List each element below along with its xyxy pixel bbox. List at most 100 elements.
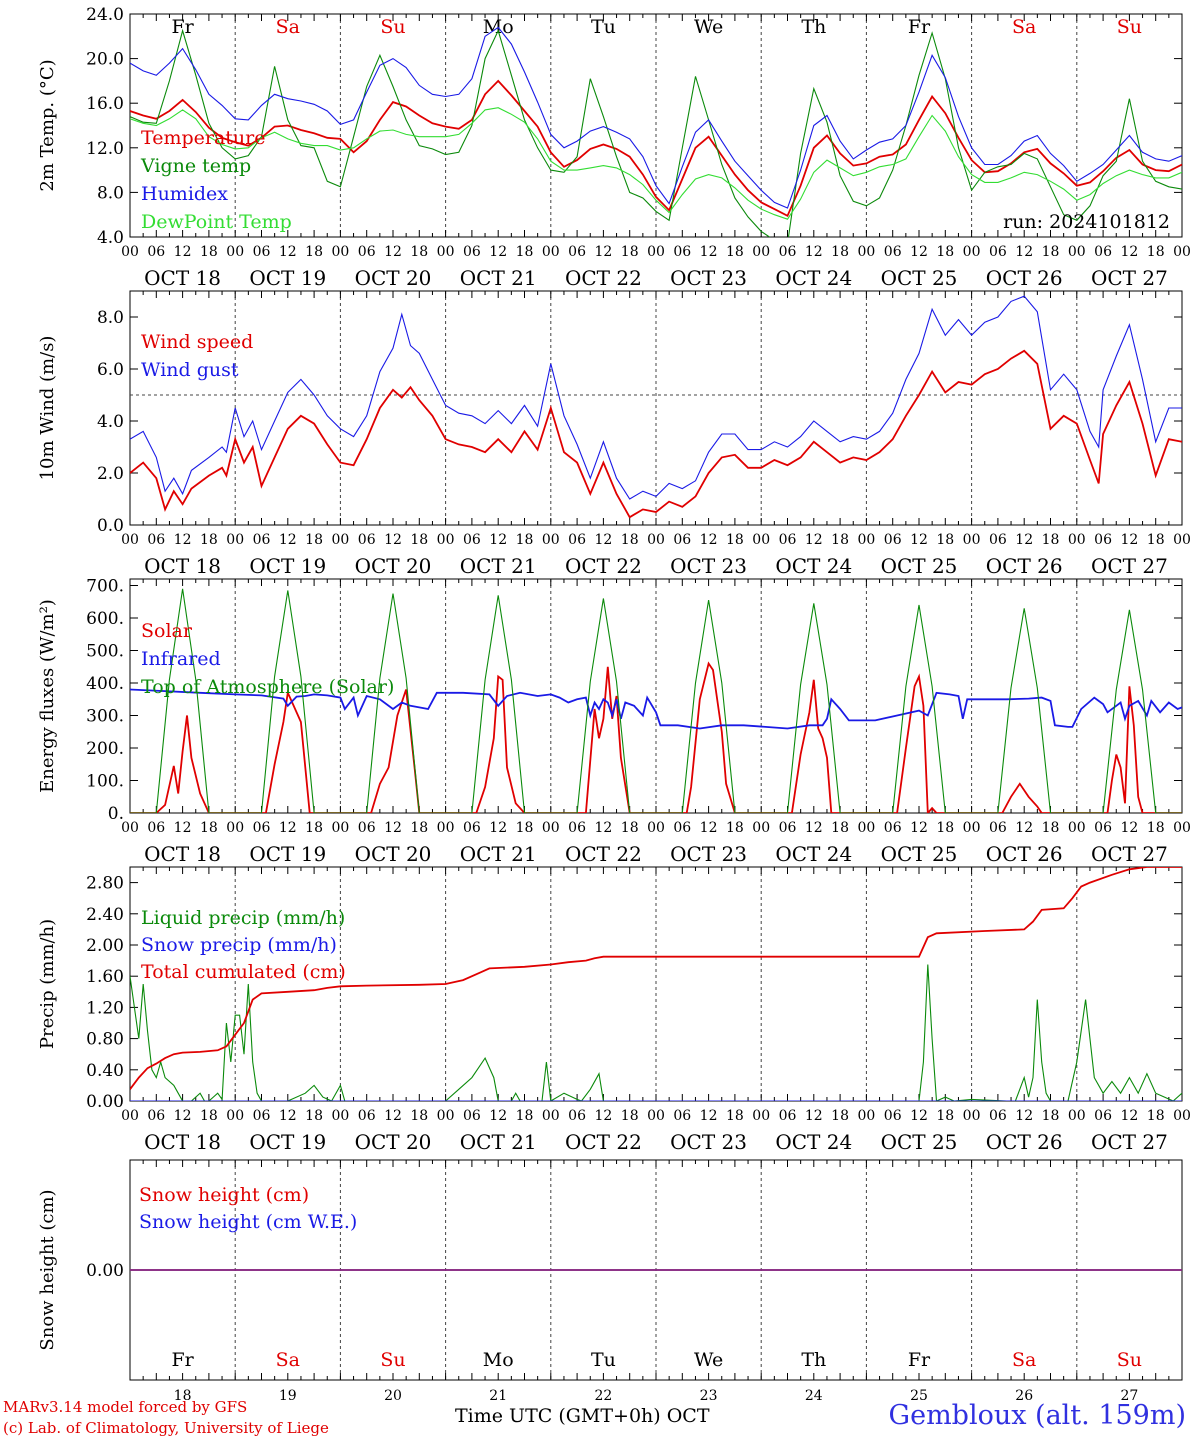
snow-day-name: Su bbox=[1117, 1349, 1142, 1371]
wind-hour-label: 18 bbox=[936, 532, 954, 548]
temperature-hour-label: 18 bbox=[621, 244, 639, 260]
precip-ytick-label: 2.00 bbox=[86, 936, 124, 956]
precip-hour-label: 06 bbox=[147, 1108, 165, 1124]
temperature-hour-label: 18 bbox=[200, 244, 218, 260]
energy-series-infrared bbox=[130, 688, 1182, 730]
temperature-legend-entry: DewPoint Temp bbox=[141, 211, 292, 233]
temperature-hour-label: 00 bbox=[437, 244, 455, 260]
wind-hour-label: 06 bbox=[253, 532, 271, 548]
temperature-hour-label: 18 bbox=[1147, 244, 1165, 260]
temperature-hour-label: 06 bbox=[989, 244, 1007, 260]
wind-hour-label: 00 bbox=[226, 532, 244, 548]
energy-hour-label: 06 bbox=[568, 820, 586, 836]
wind-hour-label: 12 bbox=[1120, 532, 1138, 548]
wind-hour-label: 12 bbox=[805, 532, 823, 548]
wind-hour-label: 06 bbox=[884, 532, 902, 548]
temperature-hour-label: 06 bbox=[358, 244, 376, 260]
temperature-hour-label: 12 bbox=[700, 244, 718, 260]
energy-date-label: OCT 22 bbox=[565, 842, 642, 866]
temperature-hour-label: 00 bbox=[1173, 244, 1191, 260]
wind-hour-label: 06 bbox=[779, 532, 797, 548]
snow-day-number: 22 bbox=[594, 1388, 612, 1404]
temperature-hour-label: 18 bbox=[831, 244, 849, 260]
precip-hour-label: 12 bbox=[910, 1108, 928, 1124]
precip-hour-label: 12 bbox=[174, 1108, 192, 1124]
precip-hour-label: 18 bbox=[831, 1108, 849, 1124]
wind-date-label: OCT 19 bbox=[249, 554, 326, 578]
wind-hour-label: 18 bbox=[726, 532, 744, 548]
snow-day-name: We bbox=[694, 1349, 723, 1371]
snow-legend-entry: Snow height (cm) bbox=[139, 1184, 309, 1206]
wind-date-label: OCT 26 bbox=[986, 554, 1063, 578]
temperature-hour-label: 12 bbox=[384, 244, 402, 260]
temperature-hour-label: 06 bbox=[1094, 244, 1112, 260]
wind-hour-label: 00 bbox=[1173, 532, 1191, 548]
precip-hour-label: 00 bbox=[331, 1108, 349, 1124]
energy-hour-label: 00 bbox=[752, 820, 770, 836]
precip-legend-entry: Snow precip (mm/h) bbox=[141, 934, 337, 956]
snow-day-name: Sa bbox=[1012, 1349, 1036, 1371]
temperature-hour-label: 18 bbox=[726, 244, 744, 260]
wind-hour-label: 12 bbox=[594, 532, 612, 548]
energy-hour-label: 12 bbox=[1120, 820, 1138, 836]
energy-series-top-of-atmosphere-solar- bbox=[130, 588, 1182, 813]
energy-date-label: OCT 23 bbox=[670, 842, 747, 866]
temperature-date-label: OCT 19 bbox=[249, 266, 326, 290]
snow-day-number: 27 bbox=[1120, 1388, 1138, 1404]
energy-hour-label: 12 bbox=[384, 820, 402, 836]
temperature-run-annotation: run: 2024101812 bbox=[1003, 211, 1170, 233]
wind-ytick-label: 0.0 bbox=[97, 516, 124, 536]
precip-hour-label: 18 bbox=[936, 1108, 954, 1124]
energy-hour-label: 00 bbox=[1173, 820, 1191, 836]
precip-hour-label: 12 bbox=[1120, 1108, 1138, 1124]
wind-ytick-label: 8.0 bbox=[97, 308, 124, 328]
wind-date-label: OCT 23 bbox=[670, 554, 747, 578]
temperature-hour-label: 12 bbox=[1120, 244, 1138, 260]
wind-series-wind-gust bbox=[130, 295, 1182, 500]
energy-ytick-label: 500. bbox=[86, 642, 124, 662]
precip-date-label: OCT 23 bbox=[670, 1130, 747, 1154]
wind-hour-label: 00 bbox=[752, 532, 770, 548]
energy-hour-label: 00 bbox=[857, 820, 875, 836]
precip-hour-label: 12 bbox=[489, 1108, 507, 1124]
precip-hour-label: 06 bbox=[884, 1108, 902, 1124]
energy-hour-label: 06 bbox=[779, 820, 797, 836]
energy-hour-label: 00 bbox=[647, 820, 665, 836]
energy-hour-label: 06 bbox=[673, 820, 691, 836]
precip-hour-label: 12 bbox=[805, 1108, 823, 1124]
temperature-day-name: Sa bbox=[1012, 16, 1036, 38]
snow-day-name: Sa bbox=[276, 1349, 300, 1371]
precip-ytick-label: 1.20 bbox=[86, 998, 124, 1018]
temperature-legend-entry: Vigne temp bbox=[140, 155, 251, 177]
precip-hour-label: 18 bbox=[200, 1108, 218, 1124]
wind-hour-label: 06 bbox=[147, 532, 165, 548]
precip-hour-label: 06 bbox=[253, 1108, 271, 1124]
temperature-hour-label: 00 bbox=[752, 244, 770, 260]
precip-ytick-label: 0.80 bbox=[86, 1030, 124, 1050]
energy-hour-label: 12 bbox=[1015, 820, 1033, 836]
temperature-hour-label: 06 bbox=[147, 244, 165, 260]
wind-hour-label: 00 bbox=[963, 532, 981, 548]
snow-day-number: 24 bbox=[805, 1388, 823, 1404]
wind-ytick-label: 6.0 bbox=[97, 360, 124, 380]
temperature-legend-entry: Humidex bbox=[141, 183, 228, 205]
temperature-series-humidex bbox=[130, 26, 1182, 209]
temperature-series-vigne-temp bbox=[130, 28, 1182, 237]
station-name: Gembloux (alt. 159m) bbox=[888, 1400, 1186, 1431]
energy-hour-label: 18 bbox=[726, 820, 744, 836]
precip-hour-label: 12 bbox=[700, 1108, 718, 1124]
wind-hour-label: 06 bbox=[568, 532, 586, 548]
temperature-hour-label: 18 bbox=[516, 244, 534, 260]
precip-date-label: OCT 19 bbox=[249, 1130, 326, 1154]
wind-hour-label: 06 bbox=[1094, 532, 1112, 548]
wind-date-label: OCT 27 bbox=[1091, 554, 1168, 578]
wind-hour-label: 18 bbox=[200, 532, 218, 548]
temperature-hour-label: 00 bbox=[1068, 244, 1086, 260]
snow-day-name: Su bbox=[380, 1349, 405, 1371]
energy-date-label: OCT 25 bbox=[881, 842, 958, 866]
energy-date-label: OCT 19 bbox=[249, 842, 326, 866]
precip-hour-label: 00 bbox=[857, 1108, 875, 1124]
temperature-date-label: OCT 25 bbox=[881, 266, 958, 290]
temperature-hour-label: 18 bbox=[410, 244, 428, 260]
